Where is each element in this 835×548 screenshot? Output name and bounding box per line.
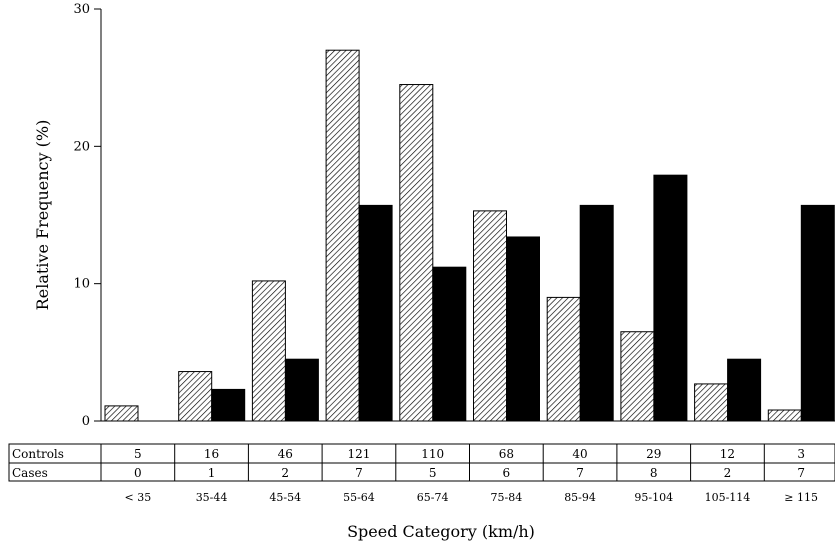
bar-controls-2: [251, 280, 286, 422]
table-cell: 7: [576, 466, 584, 480]
category-label: 75-84: [490, 491, 522, 504]
bar-cases-7: [653, 174, 688, 422]
bar-controls-1: [178, 371, 213, 422]
bar-controls-8: [694, 383, 729, 422]
table-cell: 68: [499, 447, 514, 461]
table-cell: 3: [797, 447, 805, 461]
bar-cases-1: [211, 388, 246, 422]
category-label: < 35: [124, 491, 151, 504]
table-cell: 6: [503, 466, 511, 480]
table-cell: 121: [347, 447, 370, 461]
y-tick-label: 10: [73, 277, 90, 292]
bar-cases-8: [727, 358, 762, 422]
table-cell: 1: [208, 466, 216, 480]
bar-controls-9: [767, 409, 802, 422]
bar-cases-9: [800, 204, 835, 422]
table-cell: 2: [724, 466, 732, 480]
bar-controls-7: [620, 331, 655, 422]
bar-cases-5: [506, 236, 540, 422]
bar-cases-3: [358, 204, 393, 422]
table-row-label: Controls: [12, 447, 64, 461]
category-label: 55-64: [343, 491, 375, 504]
table-cell: 46: [278, 447, 293, 461]
category-label: 105-114: [705, 491, 751, 504]
bar-cases-6: [579, 204, 614, 422]
x-axis-title: Speed Category (km/h): [347, 522, 535, 541]
y-axis-ticks: 0 10 20 30: [73, 2, 101, 429]
table-cell: 5: [134, 447, 142, 461]
category-label: ≥ 115: [784, 491, 818, 504]
table-cell: 29: [646, 447, 661, 461]
category-labels: < 35 35-44 45-54 55-64 65-74 75-84 85-94 95-104…: [124, 491, 818, 504]
category-label: 45-54: [269, 491, 301, 504]
bar-cases-4: [432, 266, 467, 422]
bar-controls-5: [473, 210, 507, 422]
table-cell: 0: [134, 466, 142, 480]
category-label: 85-94: [564, 491, 596, 504]
bar-controls-0: [104, 405, 139, 422]
bars-group: [104, 49, 835, 422]
y-tick-label: 30: [73, 2, 90, 17]
table-cell: 7: [355, 466, 363, 480]
table-row-label: Cases: [12, 466, 48, 480]
y-tick-label: 20: [73, 139, 90, 154]
bar-cases-2: [284, 358, 319, 422]
table-cell: 40: [572, 447, 587, 461]
table-cell: 16: [204, 447, 219, 461]
bar-controls-6: [546, 296, 581, 422]
table-cell: 5: [429, 466, 437, 480]
table-cell: 12: [720, 447, 735, 461]
table-cell: 8: [650, 466, 658, 480]
category-label: 65-74: [417, 491, 449, 504]
category-label: 95-104: [634, 491, 673, 504]
table-cell: 2: [281, 466, 289, 480]
y-axis-title: Relative Frequency (%): [33, 120, 52, 311]
bar-controls-3: [325, 49, 360, 422]
category-label: 35-44: [196, 491, 228, 504]
table-cell: 110: [421, 447, 444, 461]
bar-controls-4: [399, 84, 434, 422]
table-cell: 7: [797, 466, 805, 480]
y-tick-label: 0: [82, 414, 90, 429]
